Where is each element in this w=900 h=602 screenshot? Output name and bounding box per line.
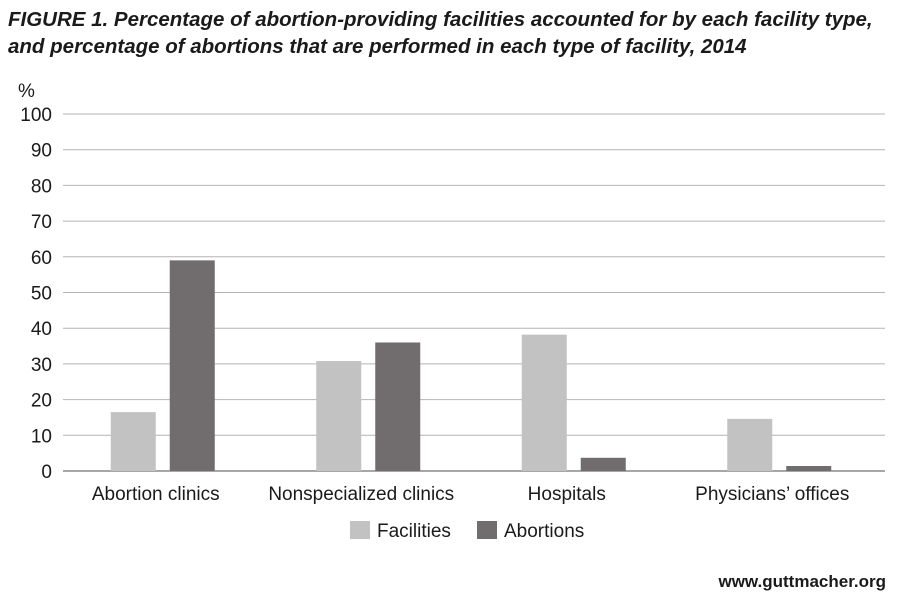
bar-facilities — [727, 418, 773, 471]
x-category-label: Hospitals — [528, 484, 606, 505]
source-url: www.guttmacher.org — [718, 572, 886, 591]
legend-label-facilities: Facilities — [377, 521, 451, 542]
y-tick-label: 30 — [31, 355, 52, 376]
bar-facilities — [316, 361, 362, 471]
y-tick-label: 20 — [31, 391, 52, 412]
y-tick-label: 70 — [31, 212, 52, 233]
bar-abortions — [786, 466, 832, 471]
x-category-label: Nonspecialized clinics — [268, 484, 454, 505]
y-axis-ticks: 0 10 20 30 40 50 60 70 80 90 100 — [20, 105, 52, 483]
y-tick-label: 0 — [41, 462, 52, 483]
y-tick-label: 80 — [31, 176, 52, 197]
x-axis-category-labels: Abortion clinics Nonspecialized clinics Ho… — [92, 484, 849, 505]
legend-swatch-abortions — [477, 521, 497, 539]
y-tick-label: 90 — [31, 141, 52, 162]
legend-swatch-facilities — [350, 521, 370, 539]
bar-abortions — [169, 260, 215, 471]
y-axis-unit-label: % — [18, 81, 35, 102]
y-tick-label: 40 — [31, 319, 52, 340]
y-tick-label: 50 — [31, 284, 52, 305]
bar-abortions — [375, 342, 421, 471]
legend: Facilities Abortions — [350, 521, 584, 542]
y-tick-label: 100 — [20, 105, 52, 126]
bars — [110, 260, 832, 471]
x-category-label: Physicians’ offices — [695, 484, 849, 505]
bar-facilities — [110, 412, 156, 471]
chart-title: FIGURE 1. Percentage of abortion-providi… — [8, 8, 873, 58]
bar-facilities — [521, 334, 567, 471]
bar-abortions — [580, 457, 626, 471]
y-tick-label: 10 — [31, 426, 52, 447]
x-category-label: Abortion clinics — [92, 484, 220, 505]
y-tick-label: 60 — [31, 248, 52, 269]
legend-label-abortions: Abortions — [504, 521, 584, 542]
